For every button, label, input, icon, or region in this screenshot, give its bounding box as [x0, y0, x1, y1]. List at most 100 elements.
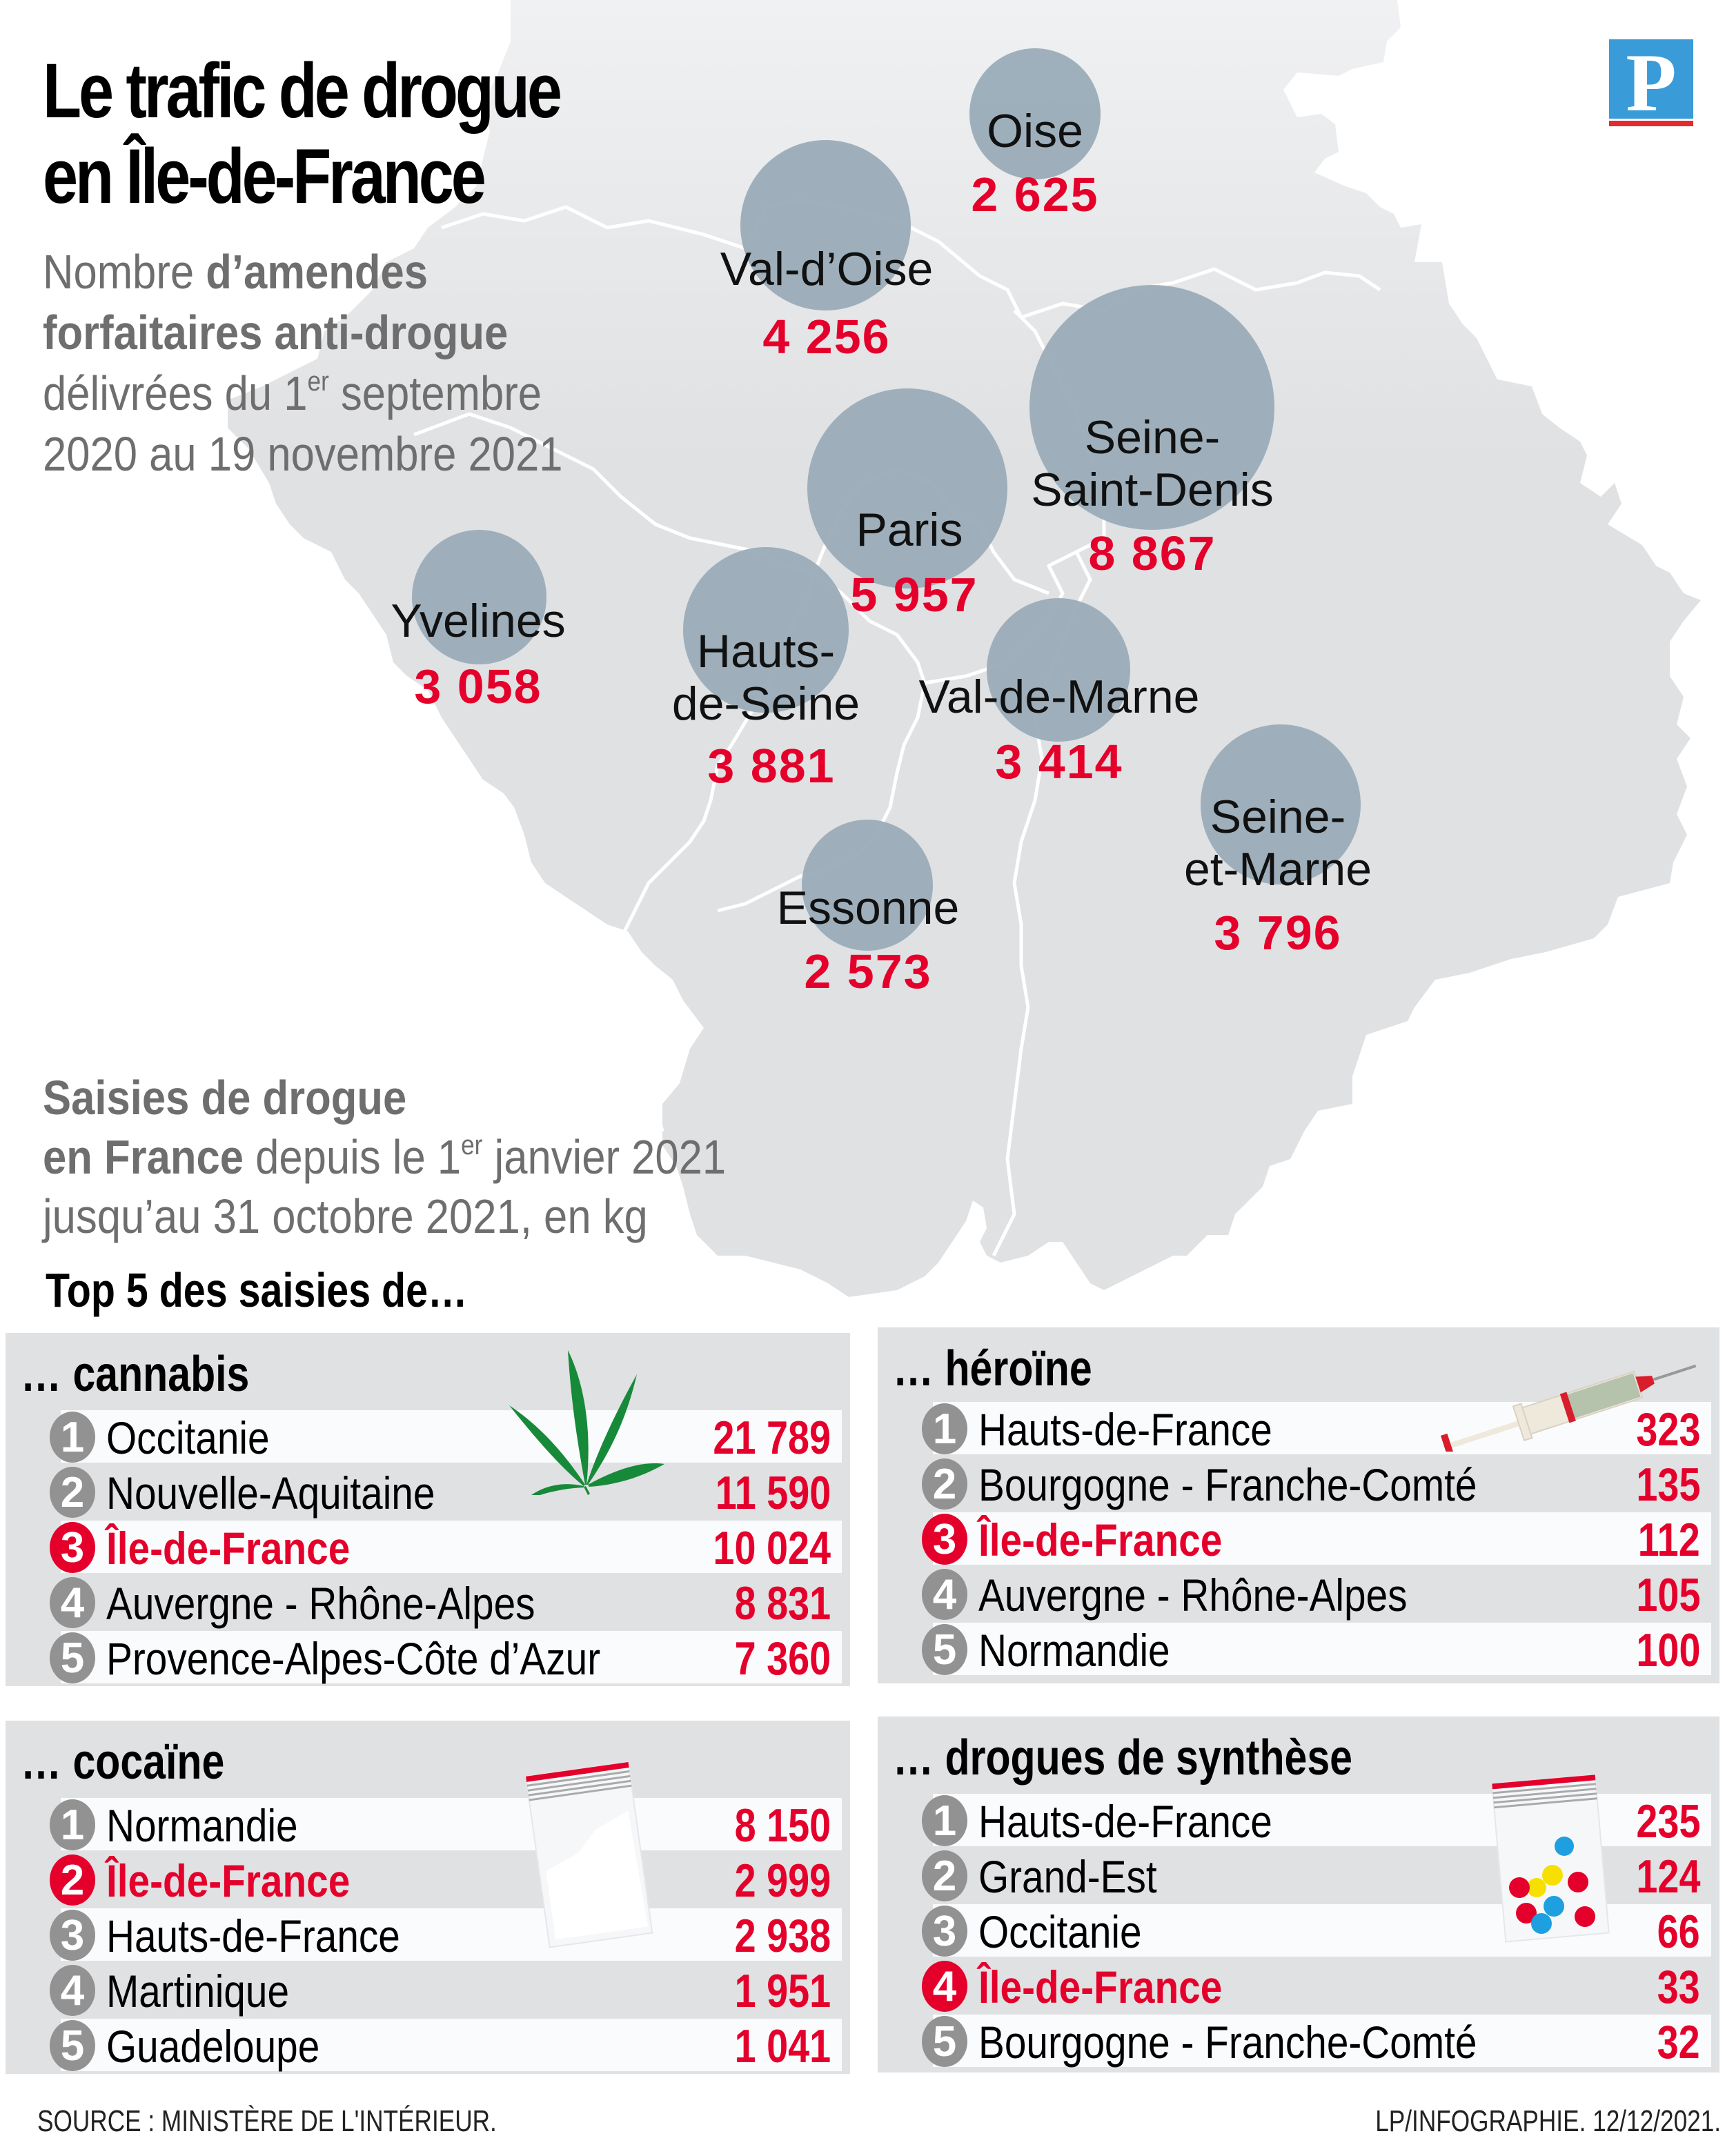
table-row: 2 Bourgogne - Franche-Comté 135: [905, 1457, 1711, 1511]
dept-name-line: et-Marne: [1183, 843, 1372, 896]
bubble-oise: [969, 48, 1101, 179]
source-credit: SOURCE : MINISTÈRE DE L'INTÉRIEUR.: [37, 2104, 497, 2138]
region-name: Île-de-France: [106, 1855, 351, 1906]
infographic-credit: LP/INFOGRAPHIE. 12/12/2021.: [1375, 2104, 1721, 2138]
ordinal-sup: er: [307, 366, 329, 397]
pills-bag-icon: [1491, 1774, 1610, 1943]
seizure-amount: 10 024: [713, 1522, 831, 1574]
seizure-amount: 66: [1657, 1906, 1700, 1958]
region-name: Auvergne - Rhône-Alpes: [106, 1578, 535, 1629]
table-row: 3 Île-de-France 10 024: [33, 1521, 842, 1574]
table-row: 5 Guadeloupe 1 041: [33, 2019, 842, 2073]
seizure-amount: 7 360: [734, 1632, 831, 1685]
panel-synthetic-drugs: … drogues de synthèse 1 Hauts-de-France 23…: [878, 1717, 1719, 2073]
panel-title: … cocaïne: [21, 1734, 225, 1790]
dept-name-oise: Oise: [987, 105, 1083, 157]
panel-title: … drogues de synthèse: [893, 1730, 1353, 1786]
seizure-amount: 8 150: [734, 1799, 831, 1852]
heading-text: janvier 2021: [482, 1130, 727, 1184]
table-row: 5 Normandie 100: [905, 1623, 1711, 1677]
table-row: 4 Île-de-France 33: [905, 1959, 1711, 2013]
rank-badge: 3: [50, 1910, 95, 1961]
rank-badge: 2: [50, 1467, 95, 1518]
dept-name-hauts-de-seine: Hauts- de-Seine: [672, 625, 860, 730]
region-name: Normandie: [106, 1800, 298, 1851]
rank-badge: 2: [922, 1850, 967, 1901]
table-row: 5 Provence-Alpes-Côte d’Azur 7 360: [33, 1631, 842, 1685]
rank-badge: 2: [50, 1855, 95, 1906]
dept-value-essonne: 2 573: [804, 945, 932, 998]
region-name: Bourgogne - Franche-Comté: [978, 1459, 1477, 1510]
seizures-heading: Saisies de drogue en France depuis le 1e…: [43, 1068, 726, 1246]
table-row: 2 Nouvelle-Aquitaine 11 590: [33, 1465, 842, 1519]
table-row: 4 Auvergne - Rhône-Alpes 8 831: [33, 1576, 842, 1630]
dept-value-hauts-de-seine: 3 881: [707, 739, 836, 793]
bubble-val-de-marne: [987, 598, 1130, 742]
region-name: Auvergne - Rhône-Alpes: [978, 1570, 1408, 1621]
dept-name-line: Hauts-: [696, 625, 836, 678]
region-name: Occitanie: [106, 1412, 270, 1463]
region-name: Île-de-France: [106, 1523, 351, 1574]
dept-name-line: de-Seine: [671, 678, 860, 730]
dept-name-seine-saint-denis: Seine- Saint-Denis: [1031, 411, 1274, 516]
region-name: Nouvelle-Aquitaine: [106, 1467, 435, 1519]
dept-name-paris: Paris: [856, 504, 963, 556]
region-name: Bourgogne - Franche-Comté: [978, 2017, 1477, 2068]
bubble-val-d-oise: [740, 140, 911, 310]
seizure-amount: 124: [1635, 1850, 1700, 1903]
rank-badge: 1: [922, 1795, 967, 1846]
seizure-amount: 112: [1638, 1514, 1700, 1566]
rank-badge: 5: [50, 1632, 95, 1683]
seizure-amount: 8 831: [734, 1577, 831, 1630]
seizure-amount: 33: [1657, 1961, 1700, 2013]
dept-name-line: Seine-: [1084, 411, 1221, 464]
rank-badge: 3: [922, 1906, 967, 1957]
dept-name-line: Seine-: [1210, 791, 1346, 843]
bubble-hauts-de-seine: [683, 547, 849, 713]
subtitle-text: Nombre: [43, 245, 206, 299]
dept-value-val-d-oise: 4 256: [762, 310, 891, 364]
panel-title: … héroïne: [893, 1341, 1092, 1396]
table-row: 1 Occitanie 21 789: [33, 1410, 842, 1464]
rank-badge: 1: [922, 1403, 967, 1454]
dept-name-yvelines: Yvelines: [391, 595, 566, 647]
logo-letter: P: [1626, 37, 1677, 128]
seizure-amount: 100: [1635, 1624, 1700, 1677]
rank-badge: 5: [50, 2020, 95, 2071]
bubble-yvelines: [412, 530, 546, 664]
rank-badge: 5: [922, 1624, 967, 1675]
rank-badge: 4: [922, 1569, 967, 1620]
region-name: Provence-Alpes-Côte d’Azur: [106, 1633, 601, 1684]
panel-heroin: … héroïne 1 Hauts-de-France 323 2 Bourgogne…: [878, 1327, 1719, 1683]
panel-cocaine: … cocaïne 1 Normandie 8 150 2 Île-de-France…: [6, 1721, 850, 2074]
rank-badge: 1: [50, 1412, 95, 1463]
table-row: 4 Martinique 1 951: [33, 1964, 842, 2017]
region-name: Hauts-de-France: [978, 1404, 1272, 1455]
dept-value-paris: 5 957: [850, 568, 978, 622]
dept-value-oise: 2 625: [971, 168, 1099, 221]
bubble-essonne: [802, 820, 933, 951]
le-parisien-logo: [1609, 39, 1693, 119]
seizure-amount: 135: [1635, 1458, 1700, 1511]
table-row: 1 Normandie 8 150: [33, 1798, 842, 1852]
title-line-1: Le trafic de drogue: [43, 48, 562, 134]
table-row: 2 Grand-Est 124: [905, 1849, 1711, 1903]
rank-badge: 4: [922, 1961, 967, 2012]
logo-underline: [1609, 121, 1693, 126]
rank-badge: 4: [50, 1965, 95, 2016]
region-name: Grand-Est: [978, 1851, 1157, 1902]
region-name: Hauts-de-France: [978, 1796, 1272, 1847]
region-shape: [228, 0, 1701, 1297]
rank-badge: 3: [922, 1514, 967, 1565]
region-name: Martinique: [106, 1966, 290, 2017]
region-name: Occitanie: [978, 1906, 1142, 1957]
bubble-seine-saint-denis: [1029, 285, 1274, 530]
bubble-paris: [807, 388, 1007, 589]
seizure-amount: 21 789: [713, 1412, 831, 1464]
page-title: Le trafic de drogue en Île-de-France: [43, 48, 562, 219]
panel-cannabis: … cannabis 1 Occitanie 21 789 2 Nouvelle-Aq…: [6, 1333, 850, 1686]
region-name: Hauts-de-France: [106, 1910, 400, 1961]
rank-badge: 1: [50, 1799, 95, 1850]
seizure-amount: 105: [1635, 1569, 1700, 1621]
heading-text: jusqu’au 31 octobre 2021, en kg: [43, 1189, 648, 1243]
